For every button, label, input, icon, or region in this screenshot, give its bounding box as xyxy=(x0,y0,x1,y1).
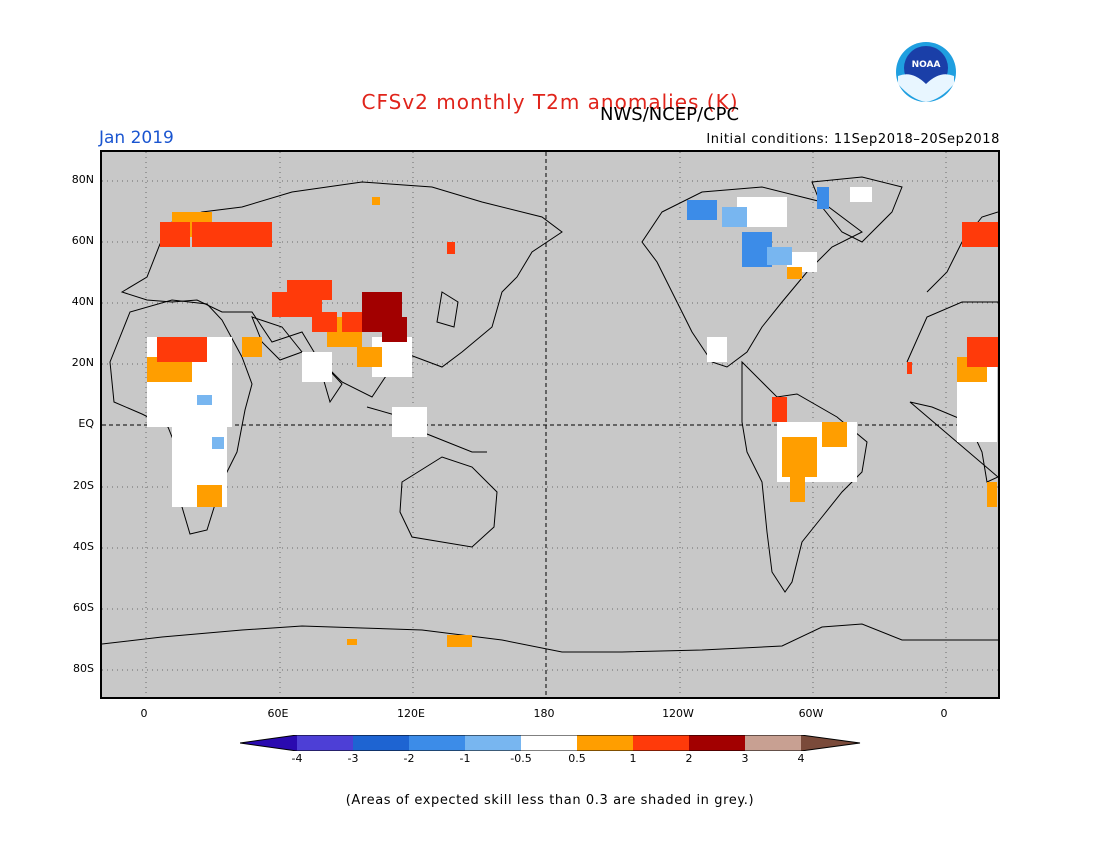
map-title: CFSv2 monthly T2m anomalies (K) xyxy=(361,90,739,114)
legend-label: 4 xyxy=(797,752,805,765)
lon-tick: 180 xyxy=(533,707,555,720)
month-label: Jan 2019 xyxy=(99,128,174,148)
legend-label: -2 xyxy=(403,752,415,765)
grid-lines xyxy=(102,152,998,697)
legend-swatch xyxy=(745,735,801,751)
legend-label: -4 xyxy=(291,752,303,765)
noaa-logo: NOAA xyxy=(896,42,956,102)
legend-arrow-left xyxy=(240,735,297,751)
footnote: (Areas of expected skill less than 0.3 a… xyxy=(345,793,755,808)
lat-tick: 60S xyxy=(73,601,94,614)
legend-label: -0.5 xyxy=(510,752,532,765)
lon-tick: 60E xyxy=(267,707,289,720)
legend-label: -3 xyxy=(347,752,359,765)
coastlines xyxy=(102,176,998,653)
legend-label: 3 xyxy=(741,752,749,765)
lon-tick: 0 xyxy=(140,707,148,720)
lat-tick: 60N xyxy=(71,234,94,247)
anomaly-red xyxy=(157,222,998,422)
legend-swatch xyxy=(353,735,409,751)
anomaly-blue xyxy=(197,187,829,449)
legend-swatch xyxy=(465,735,521,751)
legend-label: 2 xyxy=(685,752,693,765)
legend-outline xyxy=(240,735,861,751)
lat-tick: 80S xyxy=(73,662,94,675)
anomaly-darkred xyxy=(362,292,407,342)
lon-tick: 120W xyxy=(662,707,694,720)
legend-swatch xyxy=(409,735,465,751)
lat-tick: 20S xyxy=(73,479,94,492)
logo-text: NOAA xyxy=(912,60,941,70)
legend-swatch xyxy=(633,735,689,751)
lat-tick: 20N xyxy=(71,356,94,369)
lat-tick: 80N xyxy=(71,173,94,186)
lat-tick: EQ xyxy=(78,417,94,430)
legend-label: -1 xyxy=(459,752,471,765)
initial-conditions-label: Initial conditions: 11Sep2018–20Sep2018 xyxy=(706,132,1000,147)
lon-tick: 60W xyxy=(798,707,824,720)
legend-swatch xyxy=(521,735,577,751)
legend-swatch xyxy=(689,735,745,751)
logo-gull xyxy=(898,74,954,102)
lon-tick: 0 xyxy=(940,707,948,720)
legend-arrow-right xyxy=(801,735,860,751)
lat-tick: 40N xyxy=(71,295,94,308)
world-map xyxy=(102,152,998,697)
center-label: NWS/NCEP/CPC xyxy=(600,104,740,125)
anomaly-orange xyxy=(147,197,997,647)
map-panel xyxy=(100,150,1000,699)
legend-label: 1 xyxy=(629,752,637,765)
equator-dateline xyxy=(102,152,998,697)
legend-label: 0.5 xyxy=(568,752,586,765)
lat-tick: 40S xyxy=(73,540,94,553)
lon-tick: 120E xyxy=(397,707,425,720)
legend-swatch xyxy=(297,735,353,751)
color-legend xyxy=(240,735,861,751)
legend-swatch xyxy=(577,735,633,751)
